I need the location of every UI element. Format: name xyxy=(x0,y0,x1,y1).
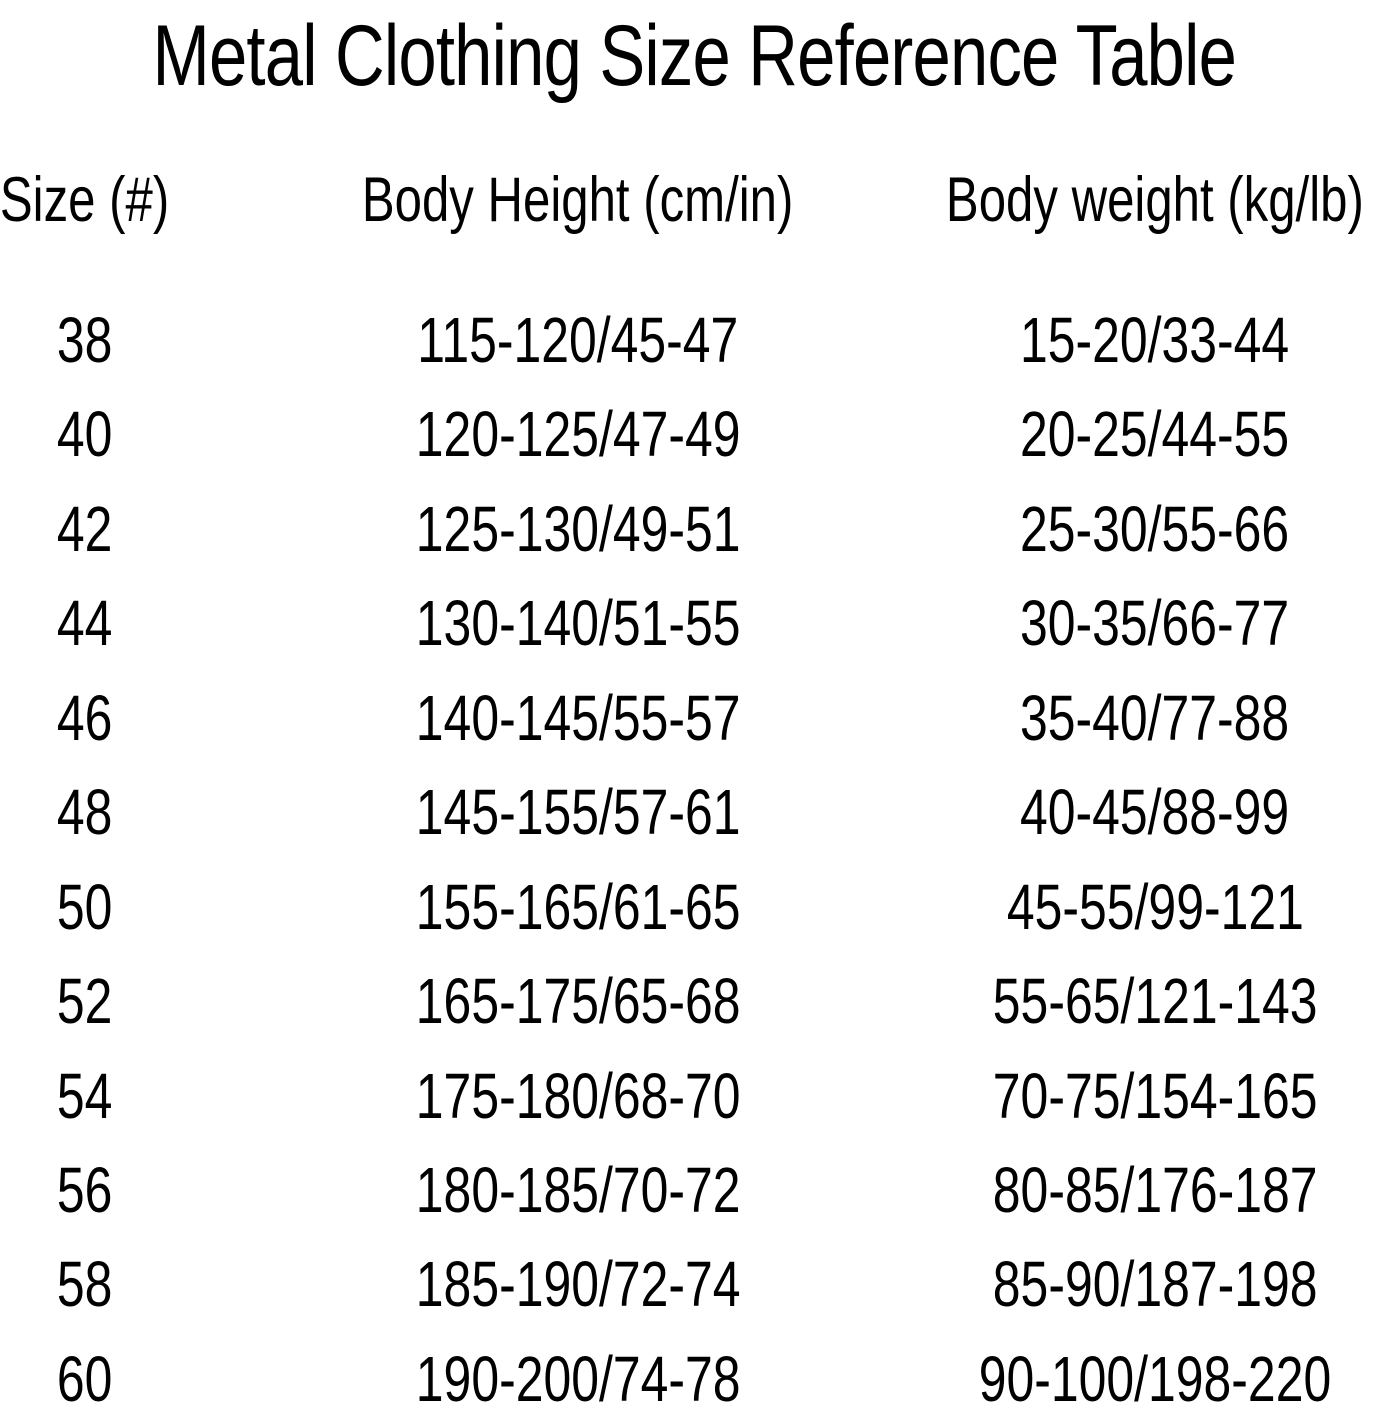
body-weight-value: 25-30/55-66 xyxy=(1020,493,1290,565)
body-height-value: 145-155/57-61 xyxy=(415,776,741,848)
body-height-value: 125-130/49-51 xyxy=(415,493,741,565)
body-weight-value: 90-100/198-220 xyxy=(978,1343,1332,1406)
table-row: 54 175-180/68-70 70-75/154-165 xyxy=(0,1049,1388,1143)
body-weight-value: 35-40/77-88 xyxy=(1020,682,1290,754)
size-value: 46 xyxy=(57,682,113,754)
column-header-body-height: Body Height (cm/in) xyxy=(362,165,794,235)
table-row: 50 155-165/61-65 45-55/99-121 xyxy=(0,860,1388,954)
column-header-body-weight: Body weight (kg/lb) xyxy=(946,165,1364,235)
table-row: 58 185-190/72-74 85-90/187-198 xyxy=(0,1237,1388,1331)
body-weight-value: 80-85/176-187 xyxy=(992,1154,1318,1226)
size-value: 54 xyxy=(57,1060,113,1132)
table-row: 60 190-200/74-78 90-100/198-220 xyxy=(0,1332,1388,1406)
size-value: 38 xyxy=(57,304,113,376)
table-row: 56 180-185/70-72 80-85/176-187 xyxy=(0,1143,1388,1237)
table-header-row: Size (#) Body Height (cm/in) Body weight… xyxy=(0,153,1388,247)
size-value: 52 xyxy=(57,965,113,1037)
body-height-value: 180-185/70-72 xyxy=(415,1154,741,1226)
size-value: 56 xyxy=(57,1154,113,1226)
table-row: 46 140-145/55-57 35-40/77-88 xyxy=(0,671,1388,765)
body-height-value: 130-140/51-55 xyxy=(415,587,741,659)
size-value: 48 xyxy=(57,776,113,848)
size-value: 44 xyxy=(57,587,113,659)
size-value: 58 xyxy=(57,1248,113,1320)
table-row: 44 130-140/51-55 30-35/66-77 xyxy=(0,576,1388,670)
size-value: 40 xyxy=(57,398,113,470)
column-header-size: Size (#) xyxy=(0,165,170,235)
page-title: Metal Clothing Size Reference Table xyxy=(0,0,1388,112)
body-weight-value: 40-45/88-99 xyxy=(1020,776,1290,848)
table-row: 40 120-125/47-49 20-25/44-55 xyxy=(0,387,1388,481)
body-weight-value: 85-90/187-198 xyxy=(992,1248,1318,1320)
size-value: 60 xyxy=(57,1343,113,1406)
table-row: 48 145-155/57-61 40-45/88-99 xyxy=(0,765,1388,859)
body-weight-value: 20-25/44-55 xyxy=(1020,398,1290,470)
body-weight-value: 55-65/121-143 xyxy=(992,965,1318,1037)
table-row: 52 165-175/65-68 55-65/121-143 xyxy=(0,954,1388,1048)
body-height-value: 185-190/72-74 xyxy=(415,1248,741,1320)
table-row: 42 125-130/49-51 25-30/55-66 xyxy=(0,482,1388,576)
body-height-value: 115-120/45-47 xyxy=(417,304,739,376)
page-title-text: Metal Clothing Size Reference Table xyxy=(152,7,1236,104)
body-weight-value: 30-35/66-77 xyxy=(1020,587,1290,659)
body-height-value: 175-180/68-70 xyxy=(415,1060,741,1132)
body-height-value: 155-165/61-65 xyxy=(415,871,741,943)
body-height-value: 165-175/65-68 xyxy=(415,965,741,1037)
size-value: 50 xyxy=(57,871,113,943)
body-weight-value: 45-55/99-121 xyxy=(1006,871,1304,943)
body-height-value: 140-145/55-57 xyxy=(415,682,741,754)
body-weight-value: 70-75/154-165 xyxy=(992,1060,1318,1132)
body-height-value: 120-125/47-49 xyxy=(415,398,741,470)
size-value: 42 xyxy=(57,493,113,565)
body-height-value: 190-200/74-78 xyxy=(415,1343,741,1406)
body-weight-value: 15-20/33-44 xyxy=(1020,304,1290,376)
table-row: 38 115-120/45-47 15-20/33-44 xyxy=(0,293,1388,387)
